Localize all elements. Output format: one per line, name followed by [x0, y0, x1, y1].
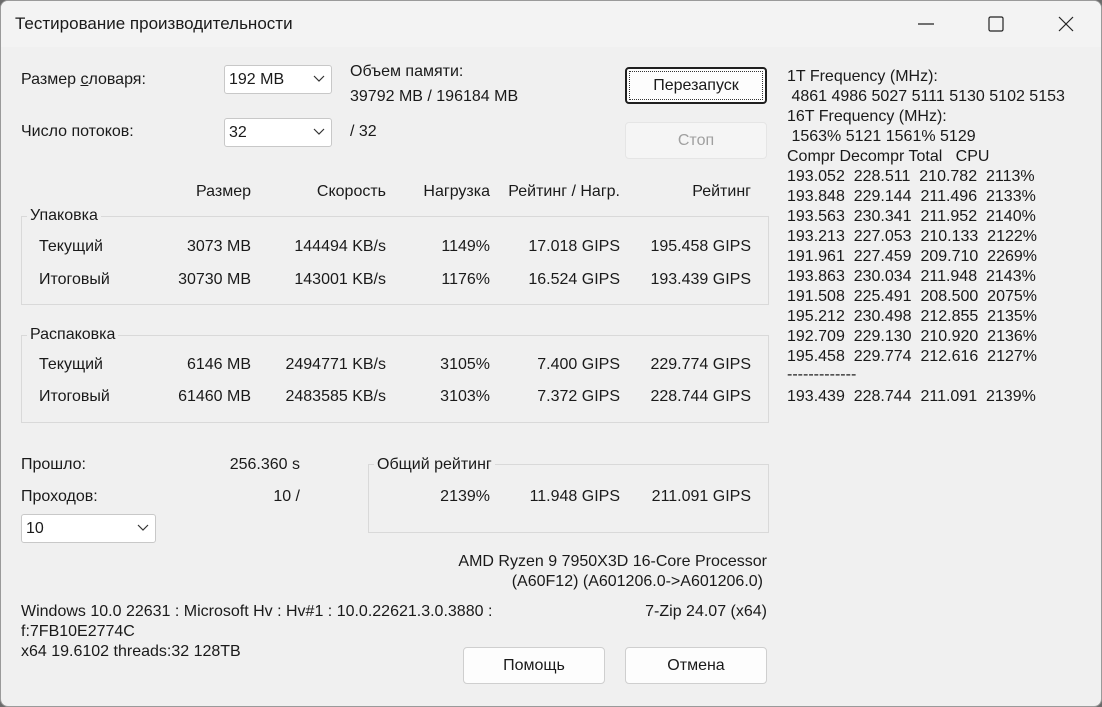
table-row-label: Текущий — [39, 238, 103, 255]
decompression-group-title: Распаковка — [27, 326, 119, 344]
decompression-group — [21, 335, 769, 423]
passes-select[interactable]: 10 — [21, 514, 156, 543]
total-rating-title: Общий рейтинг — [374, 456, 495, 474]
minimize-button[interactable] — [891, 1, 961, 47]
total-rating-group — [368, 464, 769, 533]
stop-button[interactable]: Стоп — [625, 122, 767, 159]
passes-select-value: 10 — [26, 520, 44, 537]
table-cell-size: 6146 MB — [186, 356, 251, 373]
system-info-line: Windows 10.0 22631 : Microsoft Hv : Hv#1… — [21, 603, 493, 620]
column-header-speed: Скорость — [316, 183, 386, 200]
cancel-button[interactable]: Отмена — [625, 647, 767, 684]
compression-group-title: Упаковка — [27, 207, 101, 225]
table-cell-rating-per-usage: 16.524 GIPS — [528, 271, 620, 288]
chevron-down-icon — [313, 75, 325, 82]
table-cell-rating-per-usage: 7.400 GIPS — [537, 356, 620, 373]
total-usage: 2139% — [440, 488, 490, 505]
freq-16t-values: 1563% 5121 1561% 5129 — [787, 128, 976, 145]
log-row: 193.213 227.053 210.133 2122% — [787, 228, 1037, 245]
cpu-id: (A60F12) (A601206.0->A601206.0) — [511, 573, 763, 590]
log-row: 192.709 229.130 210.920 2136% — [787, 328, 1037, 345]
freq-1t-label: 1T Frequency (MHz): — [787, 68, 938, 85]
table-cell-usage: 3105% — [440, 356, 490, 373]
compression-group — [21, 216, 769, 305]
table-cell-rating: 193.439 GIPS — [650, 271, 751, 288]
restart-button[interactable]: Перезапуск — [625, 67, 767, 104]
total-rating-per-usage: 11.948 GIPS — [529, 488, 620, 505]
freq-1t-values: 4861 4986 5027 5111 5130 5102 5153 — [787, 88, 1065, 105]
threads-max: / 32 — [350, 123, 377, 140]
table-row-label: Итоговый — [39, 388, 110, 405]
table-cell-usage: 3103% — [440, 388, 490, 405]
log-row: 193.052 228.511 210.782 2113% — [787, 168, 1035, 185]
log-separator: ------------- — [787, 366, 857, 383]
chevron-down-icon — [313, 128, 325, 135]
log-row: 193.848 229.144 211.496 2133% — [787, 188, 1036, 205]
table-cell-size: 30730 MB — [178, 271, 251, 288]
table-cell-rating: 195.458 GIPS — [650, 238, 751, 255]
table-cell-speed: 143001 KB/s — [294, 271, 386, 288]
minimize-icon — [918, 23, 934, 25]
dictionary-size-value: 192 MB — [229, 71, 285, 88]
title-bar[interactable]: Тестирование производительности — [1, 1, 1101, 47]
threads-label: Число потоков: — [21, 123, 134, 140]
maximize-icon — [988, 16, 1004, 32]
window-title: Тестирование производительности — [15, 14, 293, 33]
log-row: 195.212 230.498 212.855 2135% — [787, 308, 1037, 325]
log-row: 193.563 230.341 211.952 2140% — [787, 208, 1036, 225]
column-header-rating-per-usage: Рейтинг / Нагр. — [508, 183, 620, 200]
version-label: 7-Zip 24.07 (x64) — [645, 603, 767, 620]
help-button[interactable]: Помощь — [463, 647, 605, 684]
table-cell-size: 61460 MB — [178, 388, 251, 405]
cpu-name: AMD Ryzen 9 7950X3D 16-Core Processor — [458, 553, 767, 570]
memory-value: 39792 MB / 196184 MB — [350, 88, 519, 105]
table-cell-usage: 1149% — [441, 238, 490, 255]
table-row-label: Текущий — [39, 356, 103, 373]
total-rating: 211.091 GIPS — [651, 488, 751, 505]
threads-select[interactable]: 32 — [224, 118, 332, 147]
freq-16t-label: 16T Frequency (MHz): — [787, 108, 947, 125]
dictionary-size-label: Размер словаря: — [21, 71, 146, 88]
passes-value: 10 / — [273, 488, 300, 505]
column-header-rating: Рейтинг — [692, 183, 751, 200]
dictionary-size-select[interactable]: 192 MB — [224, 65, 332, 94]
log-row: 191.961 227.459 209.710 2269% — [787, 248, 1037, 265]
table-cell-rating-per-usage: 17.018 GIPS — [528, 238, 620, 255]
table-cell-speed: 144494 KB/s — [294, 238, 386, 255]
passes-label: Проходов: — [21, 488, 98, 505]
chevron-down-icon — [137, 524, 149, 531]
table-cell-speed: 2483585 KB/s — [285, 388, 386, 405]
log-row: 195.458 229.774 212.616 2127% — [787, 348, 1037, 365]
table-cell-rating: 228.744 GIPS — [650, 388, 751, 405]
log-row: 191.508 225.491 208.500 2075% — [787, 288, 1037, 305]
close-button[interactable] — [1031, 1, 1101, 47]
table-row-label: Итоговый — [39, 271, 110, 288]
elapsed-value: 256.360 s — [229, 456, 300, 473]
memory-label: Объем памяти: — [350, 63, 464, 80]
maximize-button[interactable] — [961, 1, 1031, 47]
close-icon — [1058, 16, 1074, 32]
table-cell-usage: 1176% — [441, 271, 490, 288]
log-row: 193.863 230.034 211.948 2143% — [787, 268, 1036, 285]
system-info-line: x64 19.6102 threads:32 128TB — [21, 643, 241, 660]
table-cell-rating-per-usage: 7.372 GIPS — [537, 388, 620, 405]
elapsed-label: Прошло: — [21, 456, 86, 473]
column-header-usage: Нагрузка — [423, 183, 490, 200]
column-header-size: Размер — [196, 183, 251, 200]
table-cell-rating: 229.774 GIPS — [650, 356, 751, 373]
table-cell-speed: 2494771 KB/s — [285, 356, 386, 373]
log-summary: 193.439 228.744 211.091 2139% — [787, 388, 1036, 405]
threads-value: 32 — [229, 124, 247, 141]
system-info-line: f:7FB10E2774C — [21, 623, 135, 640]
table-cell-size: 3073 MB — [186, 238, 251, 255]
log-header: Compr Decompr Total CPU — [787, 148, 990, 165]
